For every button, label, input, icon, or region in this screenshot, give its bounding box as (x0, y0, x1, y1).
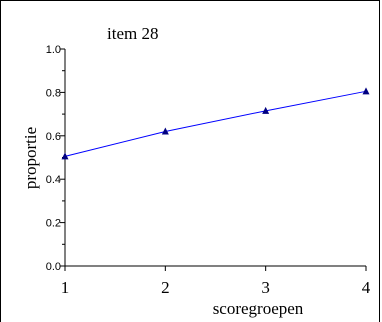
y-tick-label: 1.0 (46, 44, 61, 56)
series-group (61, 87, 370, 160)
axes (64, 49, 366, 267)
x-tick-label: 3 (261, 278, 270, 297)
x-tick-label: 4 (362, 278, 371, 297)
y-axis-label: proportie (21, 127, 40, 189)
x-tick-label: 2 (161, 278, 170, 297)
y-tick-label: 0.2 (46, 218, 61, 230)
data-point (161, 127, 169, 135)
data-point (262, 106, 270, 114)
y-tick-label: 0.4 (46, 174, 61, 186)
series-line (64, 90, 367, 157)
y-tick-label: 0.0 (46, 261, 61, 273)
data-point (61, 152, 69, 160)
y-tick-label: 0.6 (46, 131, 61, 143)
x-ticks: 1 2 3 4 (61, 266, 371, 297)
y-ticks: 0.0 0.2 0.4 0.6 0.8 1.0 (46, 44, 65, 273)
x-tick-label: 1 (61, 278, 70, 297)
y-tick-label: 0.8 (46, 87, 61, 99)
chart-title: item 28 (107, 24, 158, 43)
data-point (362, 87, 370, 95)
x-axis-label: scoregroepen (213, 299, 304, 318)
